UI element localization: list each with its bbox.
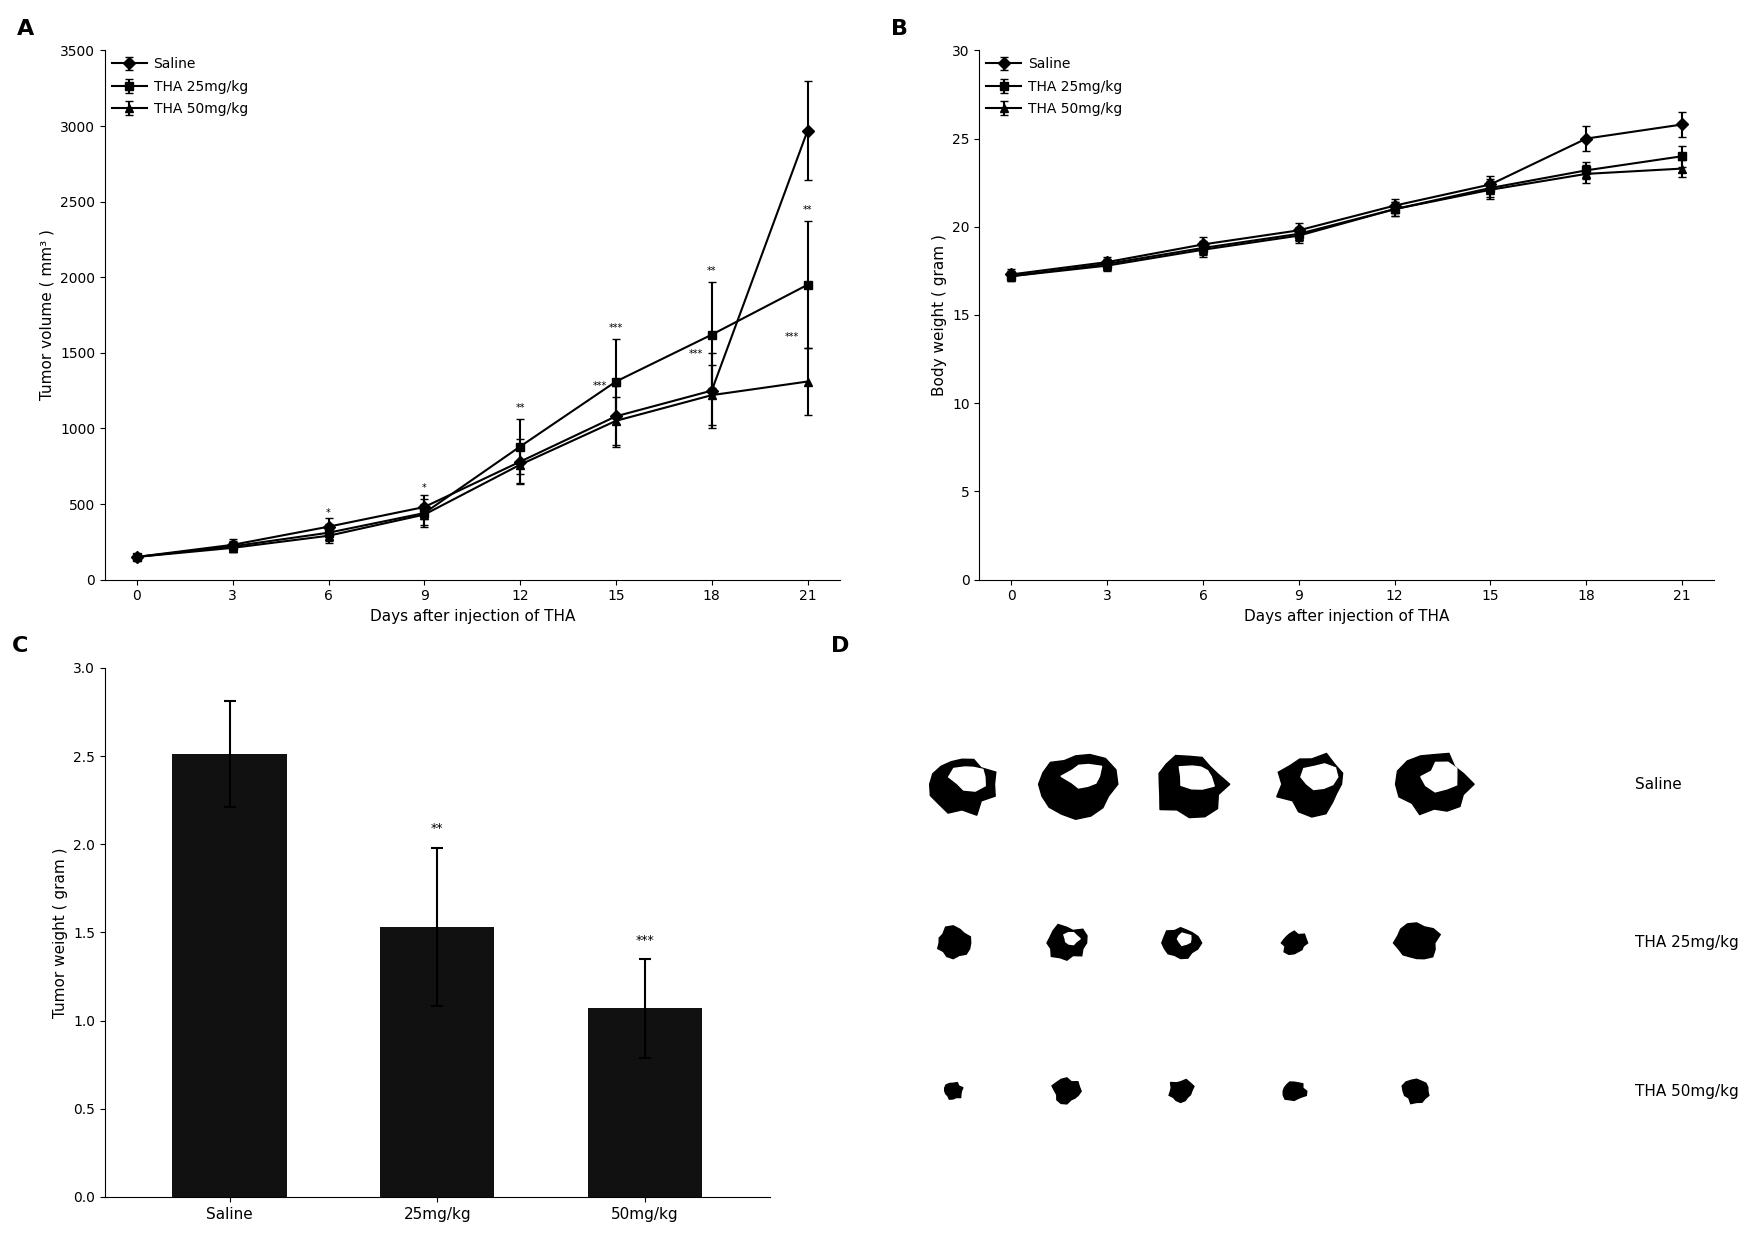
Polygon shape (1276, 753, 1342, 816)
Polygon shape (1395, 753, 1474, 814)
Polygon shape (1281, 931, 1308, 954)
Text: *: * (421, 484, 427, 494)
Y-axis label: Tumor volume ( mm³ ): Tumor volume ( mm³ ) (40, 229, 54, 401)
Polygon shape (1063, 932, 1080, 945)
Text: D: D (830, 636, 850, 656)
Text: A: A (17, 19, 33, 39)
Polygon shape (1168, 1080, 1194, 1102)
Polygon shape (944, 1082, 963, 1099)
Text: ***: *** (608, 323, 622, 333)
Text: **: ** (430, 823, 444, 835)
Bar (379, 927, 495, 1197)
Text: ***: *** (593, 381, 607, 391)
Text: Saline: Saline (1634, 776, 1682, 791)
Polygon shape (1301, 764, 1337, 790)
Legend: Saline, THA 25mg/kg, THA 50mg/kg: Saline, THA 25mg/kg, THA 50mg/kg (112, 58, 248, 116)
Text: THA 25mg/kg: THA 25mg/kg (1634, 935, 1738, 950)
Text: ***: *** (785, 333, 799, 343)
Text: ***: *** (689, 349, 703, 359)
Bar (587, 1008, 701, 1197)
Polygon shape (1061, 765, 1101, 788)
Text: **: ** (706, 266, 717, 276)
Polygon shape (947, 767, 984, 791)
Text: C: C (12, 636, 28, 656)
Y-axis label: Tumor weight ( gram ): Tumor weight ( gram ) (52, 847, 68, 1018)
Polygon shape (1178, 766, 1213, 789)
Polygon shape (1051, 1077, 1080, 1104)
Polygon shape (1038, 755, 1117, 819)
Text: **: ** (802, 205, 811, 215)
Polygon shape (1047, 925, 1086, 960)
Text: B: B (891, 19, 907, 39)
Polygon shape (1402, 1080, 1428, 1104)
Polygon shape (1419, 762, 1456, 791)
Polygon shape (1176, 934, 1190, 945)
Polygon shape (1159, 756, 1229, 818)
Polygon shape (1161, 927, 1201, 959)
Polygon shape (1283, 1082, 1306, 1100)
Bar (173, 755, 287, 1197)
Legend: Saline, THA 25mg/kg, THA 50mg/kg: Saline, THA 25mg/kg, THA 50mg/kg (986, 58, 1122, 116)
Text: ***: *** (635, 934, 654, 946)
Polygon shape (930, 760, 995, 815)
X-axis label: Days after injection of THA: Days after injection of THA (369, 609, 575, 624)
Polygon shape (1393, 922, 1439, 959)
X-axis label: Days after injection of THA: Days after injection of THA (1243, 609, 1449, 624)
Text: THA 50mg/kg: THA 50mg/kg (1634, 1084, 1738, 1099)
Text: *: * (325, 508, 330, 518)
Y-axis label: Body weight ( gram ): Body weight ( gram ) (932, 234, 946, 396)
Polygon shape (937, 926, 970, 959)
Text: **: ** (516, 403, 524, 413)
